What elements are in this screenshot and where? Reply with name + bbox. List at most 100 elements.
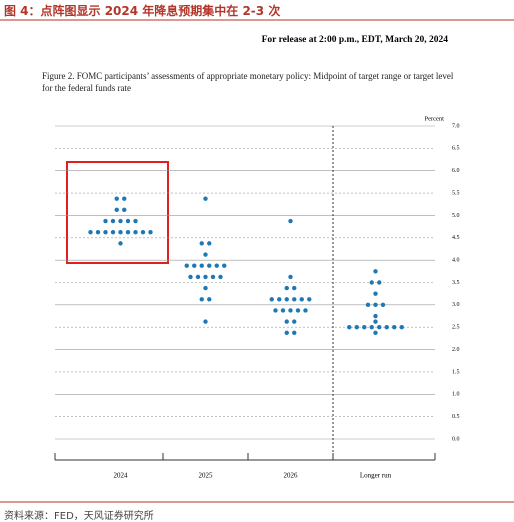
- dot: [284, 285, 289, 291]
- y-tick-label: 3.0: [452, 302, 460, 308]
- dot: [103, 218, 108, 224]
- dot: [122, 196, 127, 201]
- y-tick-label: 1.0: [452, 392, 460, 398]
- dot: [133, 218, 138, 224]
- y-tick-label: 0.5: [452, 414, 460, 420]
- dot: [373, 302, 378, 308]
- dot: [188, 274, 193, 280]
- dot: [203, 252, 208, 257]
- dot: [199, 241, 204, 246]
- dot: [292, 285, 297, 291]
- x-tick-label: 2025: [199, 472, 214, 480]
- source-note: 资料来源：FED，天风证券研究所: [4, 511, 154, 522]
- dot: [295, 308, 301, 313]
- dot: [399, 325, 404, 330]
- y-tick-label: 2.0: [452, 347, 460, 353]
- dot: [122, 207, 127, 213]
- dot: [199, 263, 204, 268]
- dot: [110, 218, 116, 224]
- figure-caption: Figure 2. FOMC participants’ assessments…: [42, 71, 454, 93]
- y-tick-label: 6.5: [452, 146, 460, 152]
- y-tick-label: 6.0: [452, 168, 460, 174]
- dot: [140, 229, 146, 235]
- dot: [214, 263, 219, 268]
- dot: [273, 308, 278, 313]
- dot: [192, 263, 197, 268]
- dot: [373, 319, 378, 324]
- dot: [307, 297, 312, 302]
- dot: [284, 330, 289, 336]
- dot: [277, 297, 282, 302]
- dot: [288, 274, 293, 280]
- dot: [299, 297, 304, 302]
- dot: [184, 263, 189, 268]
- highlight-box: [66, 161, 169, 264]
- release-note: For release at 2:00 p.m., EDT, March 20,…: [262, 35, 449, 45]
- y-tick-label: 4.5: [452, 235, 460, 241]
- dot: [118, 218, 123, 224]
- dot: [362, 325, 367, 330]
- dot: [207, 263, 212, 268]
- dot: [210, 274, 216, 280]
- dot: [88, 229, 93, 235]
- dot: [288, 218, 293, 224]
- dot: [195, 274, 201, 280]
- y-axis-label: Percent: [425, 115, 445, 122]
- dot: [292, 330, 297, 336]
- dot: [95, 229, 101, 235]
- dot: [354, 325, 359, 330]
- dot: [280, 308, 286, 313]
- dot: [373, 313, 378, 319]
- dot: [292, 297, 297, 302]
- dot: [125, 229, 131, 235]
- dot: [292, 319, 297, 324]
- dot: [347, 325, 352, 330]
- dot: [218, 274, 223, 280]
- y-tick-label: 3.5: [452, 280, 460, 286]
- dot: [118, 229, 123, 235]
- y-tick-label: 5.5: [452, 190, 460, 196]
- dot: [377, 325, 382, 330]
- dot: [222, 263, 227, 268]
- dot: [288, 308, 293, 313]
- dot: [373, 330, 378, 336]
- dot: [369, 325, 374, 330]
- y-tick-label: 2.5: [452, 325, 460, 331]
- dot: [207, 297, 212, 302]
- dot: [284, 297, 289, 302]
- dot: [118, 241, 123, 246]
- dot: [384, 325, 389, 330]
- dot: [110, 229, 116, 235]
- dot: [203, 196, 208, 201]
- dot: [380, 302, 386, 308]
- dot: [377, 280, 382, 285]
- dot: [114, 207, 119, 213]
- dot: [392, 325, 397, 330]
- dot: [373, 291, 378, 296]
- dot: [203, 274, 208, 280]
- dot: [365, 302, 371, 308]
- x-tick-label: 2026: [284, 472, 299, 480]
- dot: [203, 319, 208, 324]
- dot: [269, 297, 274, 302]
- y-tick-label: 7.0: [452, 123, 460, 129]
- dot: [303, 308, 308, 313]
- x-tick-label: Longer run: [360, 472, 392, 480]
- dot: [284, 319, 289, 324]
- dot: [199, 297, 204, 302]
- dot: [114, 196, 119, 201]
- dot: [373, 269, 378, 274]
- x-tick-label: 2024: [114, 472, 129, 480]
- dot: [148, 229, 153, 235]
- dot: [369, 280, 374, 285]
- y-tick-label: 0.0: [452, 436, 460, 442]
- y-tick-label: 1.5: [452, 369, 460, 375]
- dot: [125, 218, 131, 224]
- dot: [103, 229, 108, 235]
- dot: [203, 285, 208, 291]
- header-title: 图 4：点阵图显示 2024 年降息预期集中在 2-3 次: [4, 4, 281, 18]
- dot: [133, 229, 138, 235]
- y-tick-label: 5.0: [452, 213, 460, 219]
